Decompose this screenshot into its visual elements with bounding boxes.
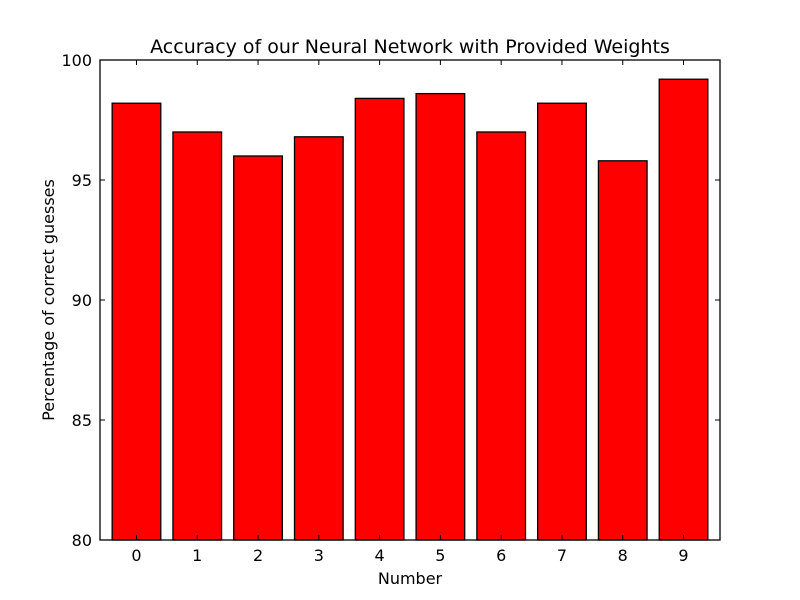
y-tick-label: 90	[72, 291, 92, 310]
bars-layer	[111, 78, 709, 541]
bar-8	[597, 160, 648, 541]
y-tick-label: 100	[61, 51, 92, 70]
bar-0	[111, 102, 162, 541]
y-axis-label: Percentage of correct guesses	[39, 179, 58, 421]
bar-7	[536, 102, 587, 541]
x-tick-label: 3	[314, 546, 324, 565]
y-tick-label: 85	[72, 411, 92, 430]
x-tick-label: 0	[131, 546, 141, 565]
x-tick-label: 4	[375, 546, 385, 565]
x-tick-label: 6	[496, 546, 506, 565]
bar-2	[233, 155, 284, 541]
y-tick-label: 80	[72, 531, 92, 550]
x-tick-label: 2	[253, 546, 263, 565]
bar-9	[658, 78, 709, 541]
bar-6	[476, 131, 527, 541]
x-tick-label: 9	[678, 546, 688, 565]
bar-5	[415, 92, 466, 541]
bar-4	[354, 97, 405, 541]
y-tick-label: 95	[72, 171, 92, 190]
x-tick-label: 8	[618, 546, 628, 565]
ticks-layer: 0 1 2 3 4 5 6 7 8 9 80 85 90 95 100	[61, 51, 720, 565]
x-tick-label: 5	[435, 546, 445, 565]
x-tick-label: 7	[557, 546, 567, 565]
x-axis-label: Number	[378, 569, 443, 588]
axes-frame	[99, 59, 721, 541]
x-tick-label: 1	[192, 546, 202, 565]
bar-3	[293, 136, 344, 541]
chart-title: Accuracy of our Neural Network with Prov…	[150, 36, 670, 58]
bar-1	[172, 131, 223, 541]
